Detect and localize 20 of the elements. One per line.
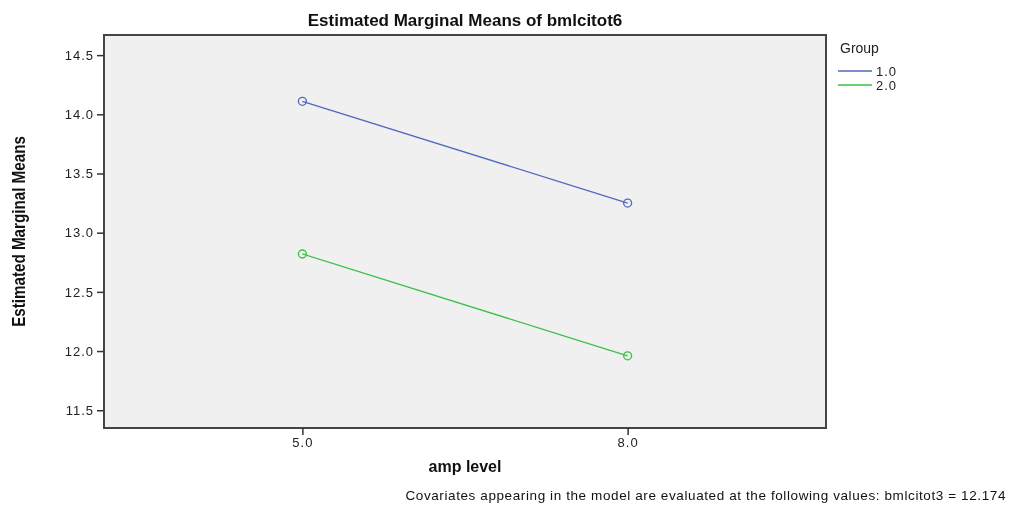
y-tick-label: 13.0 xyxy=(64,225,94,241)
y-tick-label: 12.0 xyxy=(64,343,94,359)
y-axis-title: Estimated Marginal Means xyxy=(7,136,30,327)
chart-title: Estimated Marginal Means of bmlcitot6 xyxy=(307,11,623,30)
x-tick-label: 5.0 xyxy=(292,435,314,451)
point xyxy=(622,351,633,361)
y-tick-label: 13.5 xyxy=(64,166,94,182)
y-tick-label: 11.5 xyxy=(65,402,94,418)
x-axis-title: amp level xyxy=(428,458,502,475)
y-tick-label: 14.0 xyxy=(64,106,94,122)
x-tick-label: 8.0 xyxy=(617,435,639,451)
point xyxy=(297,249,308,259)
legend-label: 1.0 xyxy=(876,64,898,79)
legend-title: Group xyxy=(840,40,880,56)
y-tick-label: 12.5 xyxy=(64,284,94,300)
y-tick-label: 14.5 xyxy=(64,47,94,63)
point xyxy=(622,198,633,208)
legend-label: 2.0 xyxy=(876,78,898,93)
text: Covariates appearing in the model are evaluated at the following values: bmlcitot3 = 12.174 xyxy=(405,488,1006,503)
point xyxy=(297,96,308,106)
